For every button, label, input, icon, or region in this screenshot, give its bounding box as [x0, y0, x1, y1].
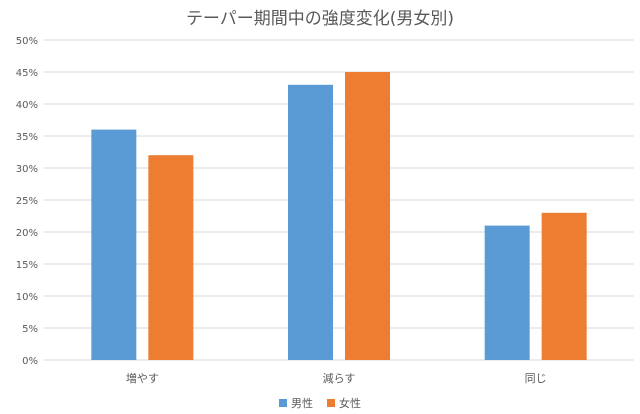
y-tick-label: 25%	[16, 196, 38, 207]
x-category-label: 増やす	[126, 372, 159, 385]
y-tick-label: 15%	[16, 260, 38, 271]
legend-label: 男性	[291, 397, 313, 410]
bar-1-1	[345, 72, 390, 360]
legend-label: 女性	[339, 397, 361, 410]
bar-0-1	[148, 155, 194, 360]
chart-title: テーパー期間中の強度変化(男女別)	[185, 9, 455, 29]
legend-item: 女性	[327, 395, 361, 411]
bar-2-1	[541, 212, 587, 360]
y-tick-label: 45%	[16, 68, 38, 79]
x-category-label: 同じ	[525, 372, 547, 385]
x-category-label: 減らす	[323, 371, 356, 385]
bar-1-0	[288, 84, 333, 361]
y-tick-label: 0%	[22, 356, 38, 367]
legend-item: 男性	[279, 395, 313, 411]
legend-swatch	[327, 399, 335, 407]
y-tick-label: 20%	[16, 228, 38, 239]
y-tick-label: 5%	[22, 324, 38, 335]
y-tick-label: 35%	[16, 132, 38, 143]
legend: 男性 女性	[0, 395, 640, 411]
y-tick-label: 40%	[16, 100, 38, 111]
legend-swatch	[279, 399, 287, 407]
bar-2-0	[484, 225, 530, 360]
y-tick-label: 30%	[16, 164, 38, 175]
y-tick-label: 10%	[16, 292, 38, 303]
bar-0-0	[91, 129, 137, 360]
y-tick-label: 50%	[16, 36, 38, 47]
